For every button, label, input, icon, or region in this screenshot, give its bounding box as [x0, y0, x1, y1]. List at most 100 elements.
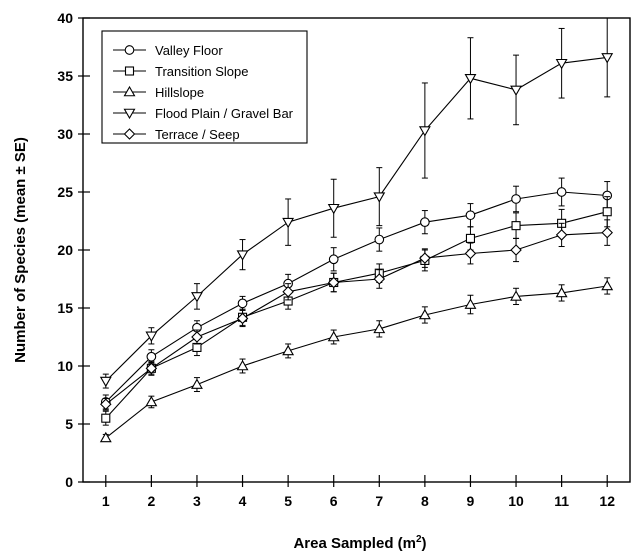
data-point: [327, 276, 340, 289]
data-point: [418, 126, 431, 137]
legend-item: Hillslope: [113, 85, 204, 100]
x-tick-label: 11: [554, 493, 569, 509]
legend-marker: [123, 128, 136, 140]
series-transition-slope: [101, 196, 612, 426]
x-tick-label: 6: [330, 493, 338, 509]
x-tick-label: 1: [102, 493, 110, 509]
data-point: [510, 290, 522, 301]
x-tick-label: 7: [375, 493, 383, 509]
legend-item: Transition Slope: [113, 64, 248, 79]
x-axis-title-superscript: 2: [416, 534, 422, 545]
series-layer: [99, 17, 614, 443]
data-point: [601, 53, 614, 64]
data-point: [556, 187, 567, 197]
data-point: [464, 74, 477, 85]
data-point: [191, 292, 203, 303]
x-tick-label: 8: [421, 493, 429, 509]
data-point: [236, 312, 249, 325]
data-point: [465, 210, 476, 221]
y-tick-label: 35: [57, 68, 73, 84]
legend-marker: [123, 85, 136, 97]
data-point: [328, 254, 339, 265]
x-tick-label: 12: [599, 493, 615, 509]
legend-marker: [124, 45, 135, 55]
data-point: [236, 250, 249, 261]
data-point: [145, 362, 158, 375]
series-flood-plain-gravel-bar: [99, 17, 614, 389]
data-point: [101, 413, 111, 423]
x-axis-title: Area Sampled (m2): [293, 534, 426, 552]
x-tick-label: 9: [467, 493, 475, 509]
y-tick-label: 25: [57, 184, 73, 200]
data-point: [555, 286, 568, 298]
data-point: [282, 344, 295, 356]
series-line: [105, 285, 608, 439]
legend-label: Valley Floor: [155, 43, 223, 58]
data-point: [602, 207, 612, 217]
series-valley-floor: [100, 177, 613, 410]
data-point: [145, 395, 158, 407]
data-point: [419, 252, 431, 264]
legend-marker: [123, 108, 136, 120]
data-point: [555, 229, 568, 241]
series-line: [105, 56, 608, 382]
data-point: [282, 217, 295, 229]
data-point: [464, 298, 477, 309]
data-point: [146, 351, 157, 362]
x-axis-title-main: Area Sampled (m: [293, 535, 416, 552]
data-point: [511, 194, 521, 204]
data-point: [373, 273, 386, 285]
y-tick-label: 10: [57, 358, 73, 374]
legend-item: Valley Floor: [113, 43, 223, 58]
data-point: [191, 331, 203, 343]
data-point: [464, 247, 477, 260]
x-tick-label: 4: [239, 493, 247, 509]
legend-label: Transition Slope: [155, 64, 248, 79]
data-point: [327, 330, 340, 342]
x-tick-label: 2: [147, 493, 155, 509]
data-point: [327, 203, 340, 215]
data-point: [145, 331, 158, 342]
legend-item: Flood Plain / Gravel Bar: [113, 106, 294, 121]
data-point: [418, 308, 431, 320]
y-tick-label: 30: [57, 126, 73, 142]
data-point: [237, 298, 248, 309]
data-point: [192, 342, 202, 352]
data-point: [236, 359, 249, 371]
data-point: [373, 322, 386, 334]
series-line: [105, 232, 608, 405]
y-tick-label: 0: [65, 474, 73, 490]
data-point: [282, 285, 294, 298]
data-point: [510, 85, 522, 97]
data-point: [601, 279, 614, 291]
y-tick-label: 40: [57, 10, 73, 26]
data-point: [100, 398, 112, 411]
data-point: [555, 58, 568, 70]
series-terrace-seep: [100, 219, 613, 411]
data-point: [420, 217, 430, 228]
y-tick-label: 5: [65, 416, 73, 432]
x-axis-title-suffix: ): [422, 535, 427, 552]
data-point: [465, 233, 476, 243]
data-point: [511, 221, 521, 231]
data-point: [191, 378, 203, 389]
series-line: [105, 191, 608, 403]
y-axis-title: Number of Species (mean ± SE): [12, 137, 29, 363]
series-line: [105, 211, 608, 419]
legend: Valley Floor Transition Slope Hillslope Flo…: [101, 30, 308, 144]
legend-label: Hillslope: [155, 85, 204, 100]
data-point: [373, 192, 386, 203]
series-hillslope: [99, 277, 614, 443]
legend-marker: [124, 66, 135, 76]
y-tick-label: 20: [57, 242, 73, 258]
data-point: [99, 431, 112, 443]
legend-label: Terrace / Seep: [155, 127, 240, 142]
x-tick-label: 5: [284, 493, 292, 509]
data-point: [601, 226, 613, 239]
data-point: [374, 234, 385, 245]
y-tick-label: 15: [57, 300, 73, 316]
data-point: [510, 244, 522, 256]
